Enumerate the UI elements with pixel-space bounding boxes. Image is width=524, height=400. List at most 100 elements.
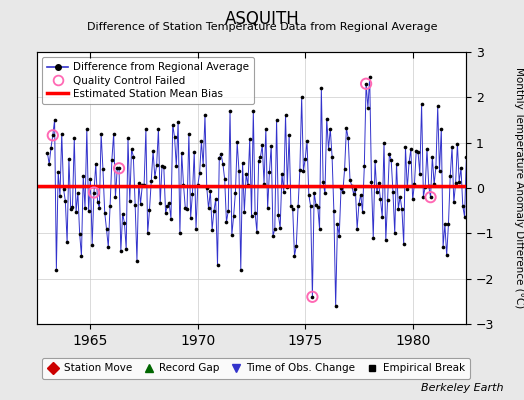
- Point: [195, 170, 204, 176]
- Point: [86, 176, 94, 182]
- Point: [170, 134, 179, 140]
- Point: [63, 239, 71, 246]
- Point: [390, 230, 399, 236]
- Point: [442, 252, 451, 258]
- Point: [56, 193, 64, 199]
- Point: [258, 142, 266, 148]
- Point: [298, 94, 306, 100]
- Point: [380, 140, 388, 146]
- Point: [360, 163, 368, 170]
- Point: [152, 162, 161, 169]
- Point: [81, 205, 89, 212]
- Point: [376, 196, 385, 202]
- Point: [371, 158, 379, 164]
- Point: [227, 232, 236, 238]
- Point: [339, 189, 347, 196]
- Point: [210, 208, 218, 214]
- Point: [244, 182, 252, 188]
- Point: [117, 248, 125, 255]
- Point: [163, 203, 171, 209]
- Point: [135, 180, 143, 186]
- Point: [350, 190, 358, 197]
- Point: [49, 132, 57, 138]
- Point: [120, 220, 128, 226]
- Point: [133, 257, 141, 264]
- Legend: Station Move, Record Gap, Time of Obs. Change, Empirical Break: Station Move, Record Gap, Time of Obs. C…: [42, 358, 470, 379]
- Point: [421, 184, 429, 190]
- Point: [315, 226, 324, 232]
- Point: [289, 205, 297, 212]
- Point: [158, 163, 166, 170]
- Point: [307, 203, 315, 210]
- Point: [274, 212, 282, 218]
- Point: [235, 168, 243, 174]
- Point: [75, 230, 84, 237]
- Point: [272, 117, 281, 123]
- Point: [432, 164, 440, 170]
- Point: [249, 108, 257, 114]
- Point: [464, 196, 472, 202]
- Point: [59, 186, 68, 192]
- Point: [217, 151, 225, 158]
- Point: [427, 194, 435, 200]
- Point: [127, 146, 136, 152]
- Point: [313, 203, 322, 210]
- Point: [236, 266, 245, 273]
- Point: [344, 135, 352, 141]
- Point: [246, 136, 254, 142]
- Point: [64, 156, 73, 162]
- Point: [385, 151, 394, 157]
- Point: [346, 176, 354, 183]
- Point: [43, 150, 51, 156]
- Point: [342, 125, 351, 132]
- Point: [424, 183, 433, 190]
- Point: [138, 182, 147, 188]
- Point: [131, 202, 139, 208]
- Point: [335, 232, 343, 239]
- Point: [149, 148, 157, 154]
- Point: [54, 168, 62, 175]
- Point: [72, 209, 80, 215]
- Point: [201, 112, 209, 119]
- Point: [115, 165, 123, 172]
- Point: [242, 171, 250, 177]
- Point: [321, 190, 329, 196]
- Point: [387, 156, 395, 163]
- Point: [279, 188, 288, 195]
- Point: [113, 165, 122, 172]
- Point: [47, 144, 55, 151]
- Point: [165, 200, 173, 206]
- Point: [308, 294, 316, 300]
- Point: [319, 179, 328, 185]
- Point: [451, 180, 460, 186]
- Point: [203, 184, 211, 191]
- Point: [448, 144, 456, 150]
- Point: [181, 205, 190, 211]
- Point: [461, 214, 469, 220]
- Point: [416, 171, 424, 177]
- Point: [49, 132, 57, 138]
- Point: [332, 303, 340, 309]
- Point: [219, 160, 227, 167]
- Point: [197, 138, 205, 144]
- Point: [174, 119, 182, 125]
- Point: [253, 229, 261, 235]
- Point: [384, 197, 392, 204]
- Point: [222, 219, 231, 225]
- Point: [84, 208, 93, 214]
- Point: [61, 198, 70, 204]
- Point: [367, 179, 376, 186]
- Point: [188, 190, 196, 197]
- Point: [172, 163, 181, 169]
- Point: [183, 206, 191, 212]
- Point: [50, 117, 59, 123]
- Point: [190, 149, 199, 156]
- Point: [328, 154, 336, 160]
- Point: [455, 179, 463, 185]
- Point: [407, 146, 415, 152]
- Point: [251, 210, 259, 216]
- Point: [301, 156, 309, 162]
- Text: Berkeley Earth: Berkeley Earth: [421, 383, 503, 393]
- Point: [255, 158, 263, 164]
- Point: [90, 189, 98, 196]
